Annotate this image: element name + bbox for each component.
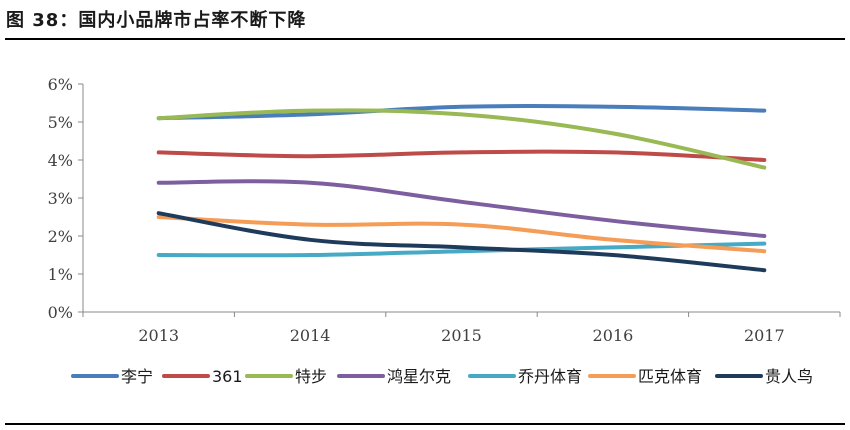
y-tick-label: 5%: [48, 113, 73, 132]
y-tick-label: 3%: [48, 189, 73, 208]
series-line-3: [156, 108, 767, 170]
bottom-rule: [5, 423, 845, 425]
x-tick-label: 2014: [290, 326, 331, 345]
chart-legend: 李宁 361 特步 鸿星尔克 乔丹体育 匹克体育 贵人鸟: [71, 367, 813, 386]
x-tick-label: 2017: [744, 326, 785, 345]
y-tick-label: 1%: [48, 265, 73, 284]
y-tick-label: 6%: [48, 75, 73, 94]
series-line-4: [156, 179, 767, 238]
legend-label: 乔丹体育: [518, 367, 582, 386]
x-tick-label: 2016: [593, 326, 634, 345]
chart-series: [156, 104, 767, 273]
legend-label: 鸿星尔克: [387, 367, 451, 386]
chart-axes: 0% 1% 2% 3% 4% 5% 6% 2013 2014 2015 2016 2017: [48, 75, 841, 345]
legend-label: 特步: [295, 367, 327, 386]
legend-label: 贵人鸟: [765, 367, 813, 386]
y-tick-label: 2%: [48, 227, 73, 246]
legend-label: 李宁: [121, 367, 153, 386]
figure-title: 图 38：国内小品牌市占率不断下降: [6, 10, 307, 31]
series-line-2: [156, 149, 767, 162]
y-tick-label: 4%: [48, 151, 73, 170]
y-tick-label: 0%: [48, 303, 73, 322]
x-tick-label: 2015: [441, 326, 482, 345]
legend-label: 361: [212, 367, 243, 386]
x-tick-label: 2013: [138, 326, 179, 345]
top-rule: [5, 38, 845, 40]
legend-label: 匹克体育: [638, 367, 702, 386]
